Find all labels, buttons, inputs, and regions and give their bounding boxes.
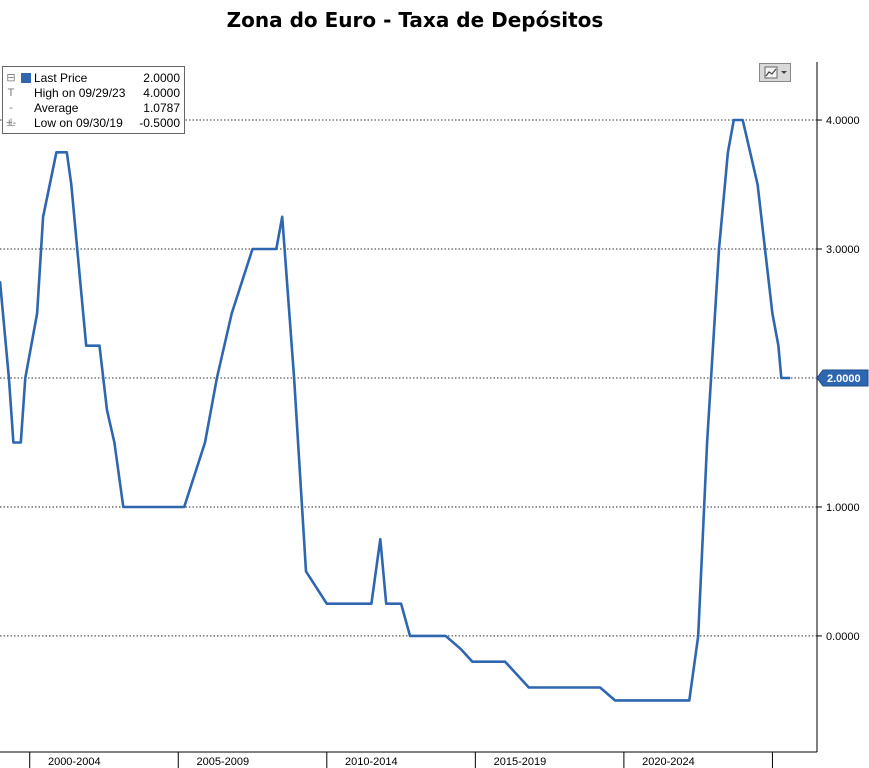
x-tick-label: 2015-2019 <box>494 756 547 768</box>
legend-value: -0.5000 <box>139 116 180 130</box>
x-tick-label: 2000-2004 <box>48 756 101 768</box>
low-marker-icon: ⊥ <box>6 117 16 129</box>
chart-title: Zona do Euro - Taxa de Depósitos <box>226 8 604 32</box>
chart-type-button[interactable] <box>759 63 791 82</box>
legend-row-low: ⊥ Low on 09/30/19 -0.5000 <box>3 116 184 131</box>
y-tick-label: 1.0000 <box>826 502 860 514</box>
series-swatch-icon <box>21 73 31 83</box>
legend-value: 4.0000 <box>143 86 180 100</box>
last-price-label: 2.0000 <box>827 373 861 385</box>
series-line <box>0 118 791 702</box>
legend-label: Last Price <box>34 71 88 85</box>
label-layer: 4.0000 3.0000 2.0000 1.0000 0.0000 2000-2004 2… <box>48 115 869 768</box>
x-tick-label: 2020-2024 <box>642 756 695 768</box>
legend-box: ⊟ Last Price 2.0000 T High on 09/29/23 4… <box>2 66 185 134</box>
high-marker-icon: T <box>7 87 15 99</box>
series-layer <box>0 118 791 702</box>
line-chart-icon <box>764 66 787 79</box>
y-tick-label: 3.0000 <box>826 244 860 256</box>
legend-label: Average <box>34 101 79 115</box>
last-price-tag <box>816 369 869 387</box>
x-tick-label: 2005-2009 <box>197 756 250 768</box>
collapse-icon[interactable]: ⊟ <box>6 72 16 84</box>
y-tick-label: 0.0000 <box>826 631 860 643</box>
x-tick-label: 2010-2014 <box>345 756 398 768</box>
legend-value: 1.0787 <box>143 101 180 115</box>
legend-row-last-price: ⊟ Last Price 2.0000 <box>3 71 184 86</box>
grid-layer <box>0 119 817 637</box>
legend-label: Low on 09/30/19 <box>34 116 123 130</box>
axis-layer <box>0 62 822 768</box>
legend-label: High on 09/29/23 <box>34 86 126 100</box>
legend-value: 2.0000 <box>143 71 180 85</box>
y-tick-label: 4.0000 <box>826 115 860 127</box>
average-marker-icon: -+- <box>6 102 17 129</box>
legend-row-average: -+- Average 1.0787 <box>3 101 184 129</box>
legend-row-high: T High on 09/29/23 4.0000 <box>3 86 184 101</box>
